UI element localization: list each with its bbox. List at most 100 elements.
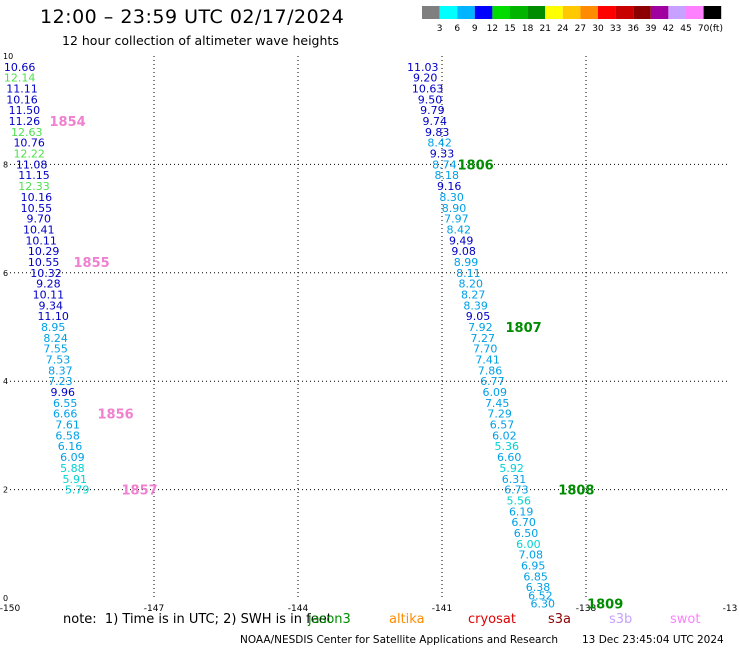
satellite-s3b: s3b xyxy=(609,612,633,627)
wave-height-label: 10.63 xyxy=(412,83,444,96)
x-tick-label: -150 xyxy=(0,604,20,614)
legend-swatch xyxy=(703,6,722,19)
legend-swatch xyxy=(527,6,546,19)
wave-height-label: 9.49 xyxy=(449,234,474,247)
wave-height-label: 8.42 xyxy=(427,137,452,150)
wave-height-label: 10.76 xyxy=(13,137,45,150)
legend-swatch xyxy=(615,6,634,19)
legend-label: 15 xyxy=(504,24,515,34)
legend-swatch xyxy=(492,6,510,19)
legend-swatch xyxy=(474,6,493,19)
x-tick-label: -141 xyxy=(432,604,452,614)
wave-height-label: 5.56 xyxy=(507,494,532,507)
legend-swatch xyxy=(457,6,475,19)
satellite-jason3: jason3 xyxy=(308,612,351,627)
wave-height-label: 9.16 xyxy=(437,180,462,193)
wave-height-label: 5.91 xyxy=(63,473,88,486)
wave-height-label: 8.24 xyxy=(43,332,68,345)
chart-subtitle: 12 hour collection of altimeter wave hei… xyxy=(62,33,339,48)
satellite-altika: altika xyxy=(389,612,425,627)
legend-swatch xyxy=(510,6,528,19)
wave-height-label: 11.10 xyxy=(37,310,69,323)
wave-height-label: 8.99 xyxy=(454,256,479,269)
legend-unit: (ft) xyxy=(709,24,723,34)
wave-height-label: 8.90 xyxy=(442,202,467,215)
credit-text: NOAA/NESDIS Center for Satellite Applica… xyxy=(240,634,558,646)
wave-height-label: 6.19 xyxy=(509,505,534,518)
y-tick-label: 10 xyxy=(3,52,13,61)
wave-height-label: 9.70 xyxy=(27,213,52,226)
wave-height-label: 6.73 xyxy=(504,484,529,497)
legend-label: 18 xyxy=(522,24,534,34)
wave-height-label: 6.09 xyxy=(60,451,85,464)
wave-height-label: 12.33 xyxy=(18,180,50,193)
pass-time-label: 1806 xyxy=(458,158,494,173)
wave-height-label: 9.33 xyxy=(430,148,455,161)
footer-note: note: 1) Time is in UTC; 2) SWH is in fe… xyxy=(63,612,332,627)
legend-label: 70 xyxy=(698,24,710,34)
satellite-swot: swot xyxy=(670,612,701,627)
wave-height-label: 8.37 xyxy=(48,364,73,377)
wave-height-label: 7.70 xyxy=(473,343,498,356)
y-tick-label: 4 xyxy=(3,377,8,386)
wave-height-label: 9.28 xyxy=(36,278,61,291)
legend-swatch xyxy=(668,6,686,19)
wave-height-label: 6.52 xyxy=(528,589,553,602)
wave-height-label: 6.02 xyxy=(492,429,517,442)
wave-height-label: 6.16 xyxy=(58,440,83,453)
legend-label: 21 xyxy=(539,24,550,34)
wave-height-label: 9.08 xyxy=(451,245,476,258)
wave-height-label: 6.31 xyxy=(502,473,527,486)
y-tick-label: 0 xyxy=(3,594,8,603)
wave-height-label: 6.95 xyxy=(521,559,546,572)
wave-height-label: 7.55 xyxy=(43,343,68,356)
pass-time-label: 1856 xyxy=(98,408,134,423)
wave-height-label: 10.16 xyxy=(21,191,53,204)
wave-height-label: 8.11 xyxy=(456,267,481,280)
wave-height-label: 9.74 xyxy=(423,115,448,128)
wave-height-label: 6.09 xyxy=(483,386,508,399)
legend-swatch xyxy=(562,6,581,19)
wave-height-label: 7.23 xyxy=(48,375,73,388)
wave-height-label: 11.50 xyxy=(9,104,41,117)
wave-height-label: 7.45 xyxy=(485,397,510,410)
legend-swatch xyxy=(439,6,458,19)
wave-height-label: 9.96 xyxy=(51,386,76,399)
wave-height-label: 11.03 xyxy=(407,61,439,74)
wave-height-label: 10.41 xyxy=(23,223,55,236)
pass-time-label: 1807 xyxy=(506,321,542,336)
wave-height-label: 5.79 xyxy=(65,484,90,497)
wave-height-label: 11.26 xyxy=(9,115,41,128)
wave-height-label: 8.27 xyxy=(461,288,486,301)
x-tick-label: -144 xyxy=(288,604,309,614)
legend-label: 45 xyxy=(680,24,691,34)
wave-height-label: 7.41 xyxy=(475,354,500,367)
pass-time-label: 1857 xyxy=(122,484,158,499)
legend-label: 39 xyxy=(645,24,657,34)
wave-height-label: 12.63 xyxy=(11,126,43,139)
wave-height-label: 11.15 xyxy=(18,169,50,182)
legend-label: 27 xyxy=(575,24,586,34)
wave-height-label: 7.27 xyxy=(471,332,496,345)
pass-time-label: 1854 xyxy=(50,115,86,130)
legend-swatch xyxy=(422,6,440,19)
satellite-cryosat: cryosat xyxy=(468,612,516,627)
wave-height-label: 8.42 xyxy=(447,223,472,236)
legend-swatch xyxy=(598,6,616,19)
pass-time-label: 1808 xyxy=(558,484,594,499)
legend-swatch xyxy=(686,6,704,19)
wave-height-label: 10.11 xyxy=(33,288,65,301)
satellite-s3a: s3a xyxy=(548,612,572,627)
wave-height-label: 10.29 xyxy=(28,245,60,258)
wave-height-label: 8.39 xyxy=(463,299,488,312)
pass-time-label: 1855 xyxy=(74,256,110,271)
wave-height-label: 6.70 xyxy=(511,516,536,529)
legend-label: 24 xyxy=(557,24,569,34)
y-tick-label: 2 xyxy=(3,486,8,495)
x-tick-label: -13 xyxy=(723,604,738,614)
wave-height-label: 10.32 xyxy=(30,267,62,280)
legend-label: 42 xyxy=(663,24,674,34)
legend-swatch xyxy=(545,6,563,19)
wave-height-label: 10.55 xyxy=(28,256,60,269)
